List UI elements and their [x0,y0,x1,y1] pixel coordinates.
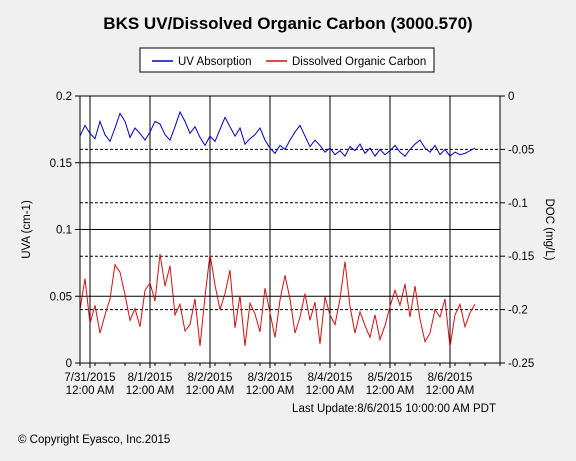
x-tick-time: 12:00 AM [186,385,235,397]
ticks: 0 0.05 0.1 0.15 0.2 -0.25 -0.2 -0.15 -0.1 -0.05 0 7… [50,91,535,397]
legend-box [139,47,435,73]
copyright-text: © Copyright Eyasco, Inc.2015 [18,434,170,446]
grid [80,96,500,363]
y-tick-label: 0 [66,358,72,370]
last-update-text: Last Update:8/6/2015 10:00:00 AM PDT [292,403,496,415]
y-tick-label: 0.15 [50,158,72,170]
y-tick-label: 0.2 [56,91,72,103]
y2-tick-label: -0.15 [508,251,534,263]
legend-label-uv: UV Absorption [178,56,252,68]
x-tick-time: 12:00 AM [306,385,355,397]
series-line-uv [79,110,476,157]
y2-tick-label: -0.05 [508,144,534,156]
x-tick-date: 8/6/2015 [428,372,473,384]
x-tick-time: 12:00 AM [246,385,295,397]
y2-tick-label: 0 [508,91,514,103]
y-tick-label: 0.1 [56,225,72,237]
series-layer [79,110,476,348]
x-tick-time: 12:00 AM [426,385,475,397]
legend: UV Absorption Dissolved Organic Carbon [139,47,435,73]
series-line-doc [79,254,476,348]
x-tick-time: 12:00 AM [366,385,415,397]
x-tick-date: 8/2/2015 [188,372,233,384]
x-tick-date: 8/1/2015 [128,372,173,384]
x-tick-date: 8/4/2015 [308,372,353,384]
y-tick-label: 0.05 [50,291,72,303]
x-tick-date: 8/3/2015 [248,372,293,384]
legend-label-doc: Dissolved Organic Carbon [292,56,426,68]
x-tick-date: 8/5/2015 [368,372,413,384]
y2-tick-label: -0.1 [508,198,528,210]
x-tick-time: 12:00 AM [66,385,115,397]
chart-title: BKS UV/Dissolved Organic Carbon (3000.57… [103,14,472,33]
x-tick-time: 12:00 AM [126,385,175,397]
y2-tick-label: -0.2 [508,305,528,317]
y2-tick-label: -0.25 [508,358,534,370]
x-tick-date: 7/31/2015 [64,372,115,384]
y-axis-label: UVA (cm-1) [21,200,33,259]
y2-axis-label: DOC (mg/L) [543,199,555,261]
